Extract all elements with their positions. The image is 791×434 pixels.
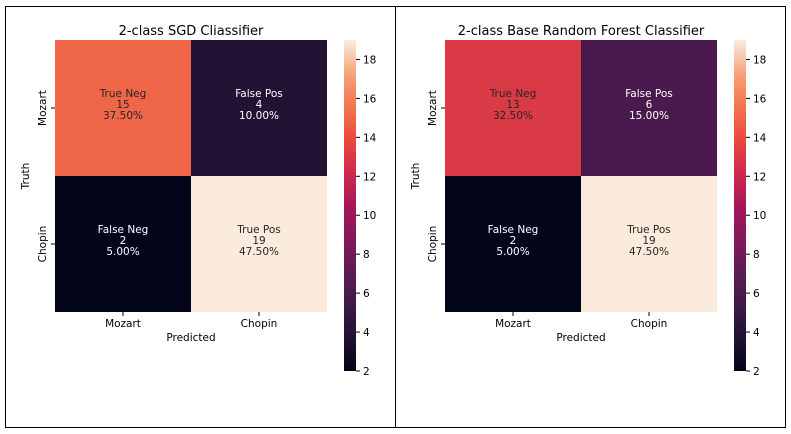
heatmap-cell <box>581 40 717 176</box>
cell-count: 4 <box>256 99 263 111</box>
y-axis-label: Truth <box>410 163 422 191</box>
colorbar <box>734 40 746 371</box>
cell-percent: 10.00% <box>239 110 279 122</box>
cell-count: 19 <box>642 235 655 247</box>
colorbar-tick-label: 10 <box>363 210 376 222</box>
cell-label: True Pos <box>236 224 281 236</box>
cell-count: 2 <box>120 235 127 247</box>
colorbar-tick-label: 14 <box>363 132 377 144</box>
colorbar <box>344 40 356 371</box>
colorbar-tick-label: 6 <box>363 288 370 300</box>
x-tick-label: Mozart <box>105 318 141 330</box>
cell-label: True Neg <box>489 88 537 100</box>
heatmap-cell <box>445 176 581 312</box>
colorbar-tick-label: 2 <box>363 366 370 378</box>
y-tick-label: Chopin <box>37 226 49 263</box>
colorbar-tick-label: 12 <box>363 171 376 183</box>
cell-count: 6 <box>646 99 653 111</box>
y-tick-label: Mozart <box>37 90 49 126</box>
colorbar-tick-label: 18 <box>363 54 376 66</box>
cell-count: 2 <box>510 235 517 247</box>
cell-count: 15 <box>116 99 129 111</box>
cell-percent: 5.00% <box>496 246 529 258</box>
heatmap-cell <box>191 176 327 312</box>
colorbar-tick-label: 14 <box>753 132 767 144</box>
cell-percent: 5.00% <box>106 246 139 258</box>
y-tick-label: Chopin <box>427 226 439 263</box>
cell-percent: 37.50% <box>103 110 143 122</box>
heatmap-cell <box>581 176 717 312</box>
colorbar-tick-label: 18 <box>753 54 766 66</box>
cell-label: False Pos <box>235 88 283 100</box>
heatmap-cell <box>191 40 327 176</box>
chart-title: 2-class Base Random Forest Classifier <box>458 24 705 39</box>
y-axis-label: Truth <box>20 163 32 191</box>
colorbar-tick-label: 2 <box>753 366 760 378</box>
x-axis-label: Predicted <box>556 332 605 344</box>
cell-count: 13 <box>506 99 519 111</box>
heatmap-cell <box>445 40 581 176</box>
x-axis-label: Predicted <box>166 332 215 344</box>
cell-count: 19 <box>252 235 265 247</box>
cell-label: False Neg <box>98 224 149 236</box>
cell-percent: 32.50% <box>493 110 533 122</box>
x-tick-label: Chopin <box>631 318 668 330</box>
heatmap-cell <box>55 176 191 312</box>
cell-label: False Neg <box>488 224 539 236</box>
colorbar-tick-label: 8 <box>753 249 760 261</box>
colorbar-tick-label: 6 <box>753 288 760 300</box>
colorbar-tick-label: 16 <box>363 93 377 105</box>
colorbar-tick-label: 4 <box>363 327 370 339</box>
chart-title: 2-class SGD Cliassifier <box>119 24 264 39</box>
cell-label: True Pos <box>626 224 671 236</box>
y-tick-label: Mozart <box>427 90 439 126</box>
x-tick-label: Mozart <box>495 318 531 330</box>
cell-percent: 15.00% <box>629 110 669 122</box>
cell-percent: 47.50% <box>629 246 669 258</box>
colorbar-tick-label: 4 <box>753 327 760 339</box>
colorbar-tick-label: 16 <box>753 93 767 105</box>
cell-label: True Neg <box>99 88 147 100</box>
cell-percent: 47.50% <box>239 246 279 258</box>
cell-label: False Pos <box>625 88 673 100</box>
colorbar-tick-label: 8 <box>363 249 370 261</box>
panel-divider <box>395 6 396 428</box>
heatmap-cell <box>55 40 191 176</box>
colorbar-tick-label: 12 <box>753 171 766 183</box>
x-tick-label: Chopin <box>241 318 278 330</box>
colorbar-tick-label: 10 <box>753 210 766 222</box>
